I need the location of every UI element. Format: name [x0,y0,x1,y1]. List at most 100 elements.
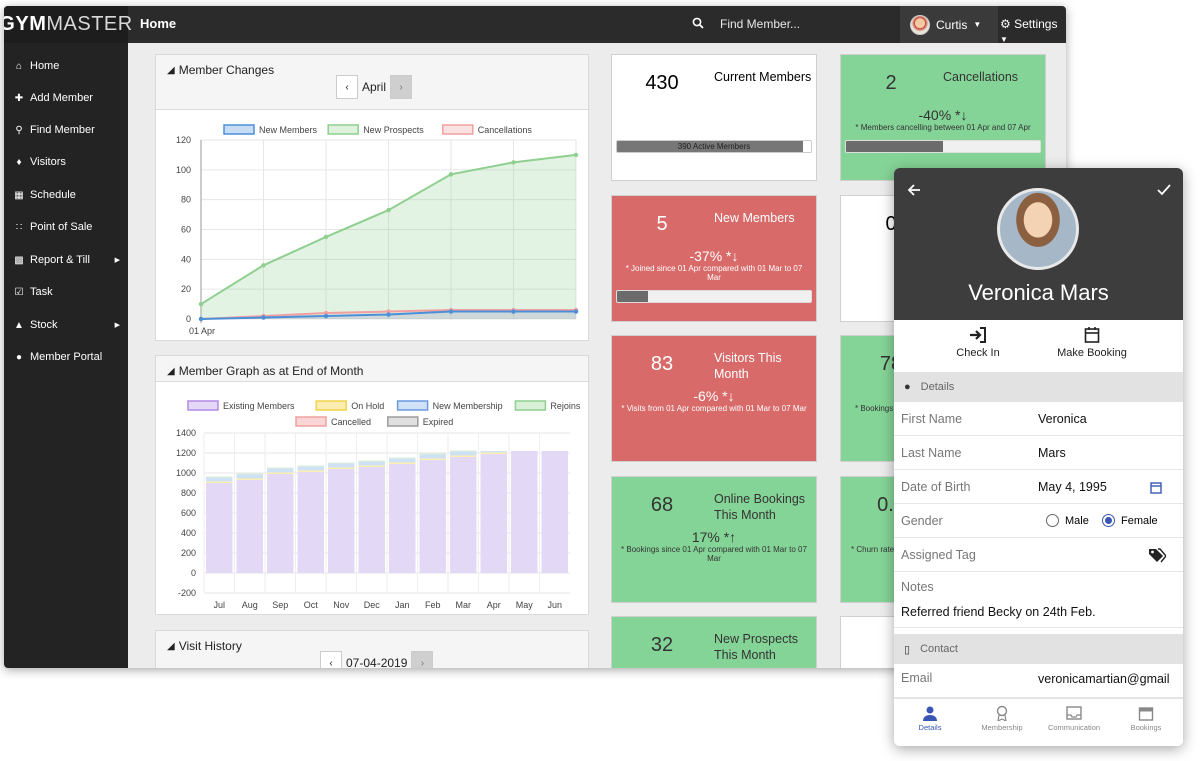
y-tick-label: 1400 [176,428,196,438]
sidebar-item-report-till[interactable]: ▩ Report & Till ▶ [14,254,120,266]
sidebar-item-task[interactable]: ☑ Task [14,286,120,298]
legend-swatch [295,416,327,427]
sidebar-item-point-of-sale[interactable]: ∷ Point of Sale [14,221,120,233]
notes-field[interactable]: Notes Referred friend Becky on 24th Feb. [894,572,1183,628]
make-booking-label: Make Booking [1057,347,1127,359]
current-members-card[interactable]: 430 Current Members 390 Active Members [611,54,817,181]
data-point [448,309,454,314]
bar-segment [297,472,324,573]
next-month-button[interactable]: › [390,75,413,99]
online-bookings-card[interactable]: 68 Online Bookings This Month 17% *↑ * B… [611,476,817,603]
bar-segment [450,457,477,573]
print-icon: ▩ [14,254,24,266]
area-chart-icon: ◢ [167,365,175,377]
field-value: Mars [1038,446,1066,460]
area-chart-icon: ◢ [167,640,175,652]
tab-membership[interactable]: Membership [966,705,1038,732]
sidebar-item-label: Schedule [30,189,76,201]
calendar-icon: ▦ [14,189,24,201]
make-booking-button[interactable]: Make Booking [1052,326,1132,359]
field-label: Date of Birth [901,480,971,494]
user-menu[interactable]: Curtis ▼ [900,6,998,43]
y-tick-label: 80 [181,195,191,205]
tab-label: Communication [1047,723,1101,732]
legend-swatch [315,400,347,411]
x-tick-label: 01 Apr [189,326,215,336]
next-date-button[interactable]: › [411,651,434,668]
panel-title: ◢ Member Graph as at End of Month [167,364,363,378]
sidebar-item-label: Member Portal [30,351,103,363]
sidebar: ⌂ Home ✚ Add Member ⚲ Find Member ♦ Visitors… [4,43,128,668]
sidebar-item-label: Task [30,286,53,298]
calendar-icon[interactable] [1150,481,1162,494]
sign-in-icon [970,327,986,343]
tab-bookings[interactable]: Bookings [1110,705,1182,732]
sidebar-item-stock[interactable]: ▲ Stock ▶ [14,319,120,331]
y-tick-label: 0 [186,314,191,324]
sidebar-item-member-portal[interactable]: ● Member Portal [14,351,120,363]
shirt-icon: ▲ [14,319,24,331]
card-note: * Bookings s [855,404,900,413]
sidebar-item-schedule[interactable]: ▦ Schedule [14,189,120,201]
desktop-window: GYM MASTER Home Find Member... Curtis ▼ ⚙… [4,6,1066,668]
bar-segment [358,461,385,466]
member-changes-chart: New Members New Prospects Cancellations 0 20… [176,124,579,336]
check-in-button[interactable]: Check In [952,326,1004,359]
sidebar-item-label: Point of Sale [30,221,93,233]
find-member-search-input[interactable]: Find Member... [720,17,801,31]
email-field[interactable]: Email veronicamartian@gmail [894,664,1183,698]
bar-segment [419,458,446,460]
chevron-right-icon: ▶ [114,322,120,329]
app-logo[interactable]: GYM MASTER [4,6,132,43]
sidebar-item-visitors[interactable]: ♦ Visitors [14,156,120,168]
tab-details[interactable]: Details [894,705,966,732]
legend-label: Expired [423,417,454,427]
first-name-field[interactable]: First Name Veronica [894,402,1183,436]
bar-segment [206,483,233,573]
back-arrow-icon[interactable] [906,182,922,198]
card-percent: -40% *↓ [918,107,968,123]
bar-segment [267,468,294,473]
card-number: 83 [650,353,674,375]
data-point [448,172,454,177]
search-icon[interactable] [692,17,704,29]
prev-month-button[interactable]: ‹ [336,75,358,99]
new-members-card[interactable]: 5 New Members -37% *↓ * Joined since 01 … [611,195,817,322]
bar-segment [206,476,233,478]
section-title: Contact [920,643,958,655]
inbox-icon [1066,706,1082,720]
card-progress-bar: 390 Active Members [616,140,812,153]
panel-header: ◢ Member Changes ‹ April › [156,55,588,110]
panel-title: ◢ Member Changes [167,63,274,77]
gender-male-radio[interactable]: Male [1046,514,1089,527]
new-prospects-card[interactable]: 32 New Prospects This Month [611,616,817,668]
settings-menu[interactable]: ⚙ Settings ▼ [1000,17,1066,45]
check-in-label: Check In [956,347,1000,359]
tags-icon[interactable] [1148,547,1166,563]
notes-value: Referred friend Becky on 24th Feb. [901,605,1096,619]
tab-communication[interactable]: Communication [1038,705,1110,732]
x-tick-label: Dec [364,600,381,610]
assigned-tag-field[interactable]: Assigned Tag [894,538,1183,572]
panel-title-text: Member Changes [178,63,275,77]
sidebar-item-find-member[interactable]: ⚲ Find Member [14,124,120,136]
gender-female-radio[interactable]: Female [1102,514,1158,527]
sidebar-item-home[interactable]: ⌂ Home [14,60,120,72]
card-note: * Visits from 01 Apr compared with 01 Ma… [621,404,807,413]
legend-label: Cancelled [331,417,371,427]
visitors-this-month-card[interactable]: 83 Visitors This Month -6% *↓ * Visits f… [611,335,817,462]
card-label: Visitors This Month [714,351,782,381]
legend-label: New Prospects [363,125,424,135]
checkmark-icon[interactable] [1156,182,1172,198]
legend-label: Existing Members [223,401,295,411]
sidebar-item-add-member[interactable]: ✚ Add Member [14,92,120,104]
card-number: 5 [656,213,668,235]
plus-icon: ✚ [14,92,24,104]
cancellations-card[interactable]: 2 Cancellations -40% *↓ * Members cancel… [840,54,1046,181]
y-tick-label: 200 [181,548,196,558]
last-name-field[interactable]: Last Name Mars [894,436,1183,470]
panel-title-text: Member Graph as at End of Month [178,364,364,378]
bar-segment [297,470,324,472]
date-of-birth-field[interactable]: Date of Birth May 4, 1995 [894,470,1183,504]
prev-date-button[interactable]: ‹ [320,651,342,668]
